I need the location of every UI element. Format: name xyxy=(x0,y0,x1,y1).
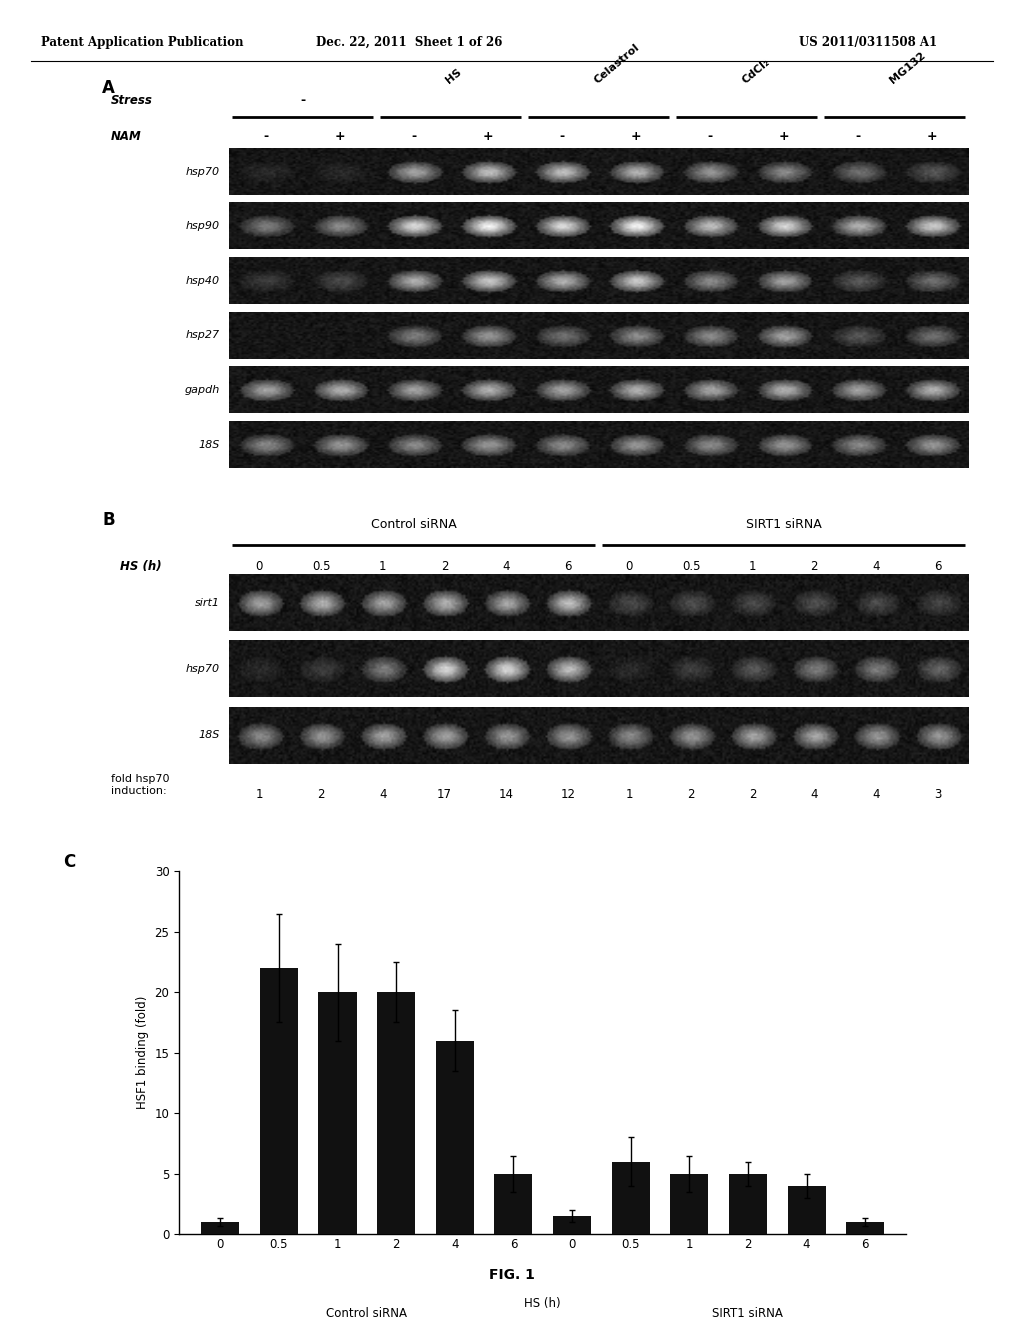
Bar xyxy=(553,1216,591,1234)
Text: +: + xyxy=(630,129,641,143)
Text: +: + xyxy=(334,129,345,143)
Text: 4: 4 xyxy=(811,788,818,801)
Text: hsp70: hsp70 xyxy=(185,664,220,675)
Bar xyxy=(787,1185,825,1234)
Text: Control siRNA: Control siRNA xyxy=(327,1307,408,1320)
Text: 0: 0 xyxy=(256,560,263,573)
Bar xyxy=(436,1040,474,1234)
Text: C: C xyxy=(62,853,75,871)
Text: +: + xyxy=(926,129,937,143)
Text: hsp70: hsp70 xyxy=(185,166,220,177)
Text: 2: 2 xyxy=(749,788,757,801)
Bar xyxy=(318,993,356,1234)
Text: 17: 17 xyxy=(437,788,452,801)
Text: HS (h): HS (h) xyxy=(524,1298,561,1311)
Text: 1: 1 xyxy=(379,560,386,573)
Text: -: - xyxy=(707,129,712,143)
Text: hsp27: hsp27 xyxy=(185,330,220,341)
Text: 14: 14 xyxy=(499,788,514,801)
Text: 6: 6 xyxy=(564,560,571,573)
Text: 1: 1 xyxy=(626,788,633,801)
Text: 12: 12 xyxy=(560,788,575,801)
Text: 4: 4 xyxy=(872,788,880,801)
Text: +: + xyxy=(482,129,493,143)
Bar xyxy=(611,1162,649,1234)
Bar xyxy=(846,1222,885,1234)
Text: B: B xyxy=(102,511,115,529)
Text: sirt1: sirt1 xyxy=(195,598,220,607)
Text: -: - xyxy=(559,129,564,143)
Text: 0.5: 0.5 xyxy=(312,560,331,573)
Text: FIG. 1: FIG. 1 xyxy=(489,1269,535,1283)
Text: A: A xyxy=(102,79,116,98)
Text: CdCl₂: CdCl₂ xyxy=(740,57,771,86)
Bar xyxy=(201,1222,240,1234)
Text: -: - xyxy=(855,129,860,143)
Bar xyxy=(377,993,415,1234)
Text: -: - xyxy=(411,129,416,143)
Text: 18S: 18S xyxy=(199,730,220,741)
Bar xyxy=(495,1173,532,1234)
Text: -: - xyxy=(300,94,305,107)
Text: 4: 4 xyxy=(503,560,510,573)
Text: MG132: MG132 xyxy=(888,50,928,86)
Text: 2: 2 xyxy=(687,788,694,801)
Text: 1: 1 xyxy=(256,788,263,801)
Bar xyxy=(260,968,298,1234)
Bar xyxy=(671,1173,709,1234)
Text: SIRT1 siRNA: SIRT1 siRNA xyxy=(713,1307,783,1320)
Text: Celastrol: Celastrol xyxy=(592,42,641,86)
Text: SIRT1 siRNA: SIRT1 siRNA xyxy=(745,517,821,531)
Text: 2: 2 xyxy=(811,560,818,573)
Text: 2: 2 xyxy=(440,560,449,573)
Text: +: + xyxy=(778,129,788,143)
Text: 0: 0 xyxy=(626,560,633,573)
Text: Stress: Stress xyxy=(112,94,153,107)
Text: 6: 6 xyxy=(934,560,941,573)
Bar xyxy=(729,1173,767,1234)
Text: HS (h): HS (h) xyxy=(120,560,162,573)
Y-axis label: HSF1 binding (fold): HSF1 binding (fold) xyxy=(136,997,150,1109)
Text: -: - xyxy=(263,129,268,143)
Text: 1: 1 xyxy=(749,560,757,573)
Text: HS: HS xyxy=(444,67,464,86)
Text: fold hsp70
induction:: fold hsp70 induction: xyxy=(112,774,170,796)
Text: hsp40: hsp40 xyxy=(185,276,220,286)
Text: 18S: 18S xyxy=(199,440,220,450)
Text: US 2011/0311508 A1: US 2011/0311508 A1 xyxy=(799,36,937,49)
Text: 3: 3 xyxy=(934,788,941,801)
Text: 4: 4 xyxy=(872,560,880,573)
Text: NAM: NAM xyxy=(112,129,142,143)
Text: 2: 2 xyxy=(317,788,325,801)
Text: 4: 4 xyxy=(379,788,386,801)
Text: Dec. 22, 2011  Sheet 1 of 26: Dec. 22, 2011 Sheet 1 of 26 xyxy=(316,36,503,49)
Text: Patent Application Publication: Patent Application Publication xyxy=(41,36,244,49)
Text: Control siRNA: Control siRNA xyxy=(371,517,457,531)
Text: gapdh: gapdh xyxy=(184,385,220,395)
Text: hsp90: hsp90 xyxy=(185,222,220,231)
Text: 0.5: 0.5 xyxy=(682,560,700,573)
